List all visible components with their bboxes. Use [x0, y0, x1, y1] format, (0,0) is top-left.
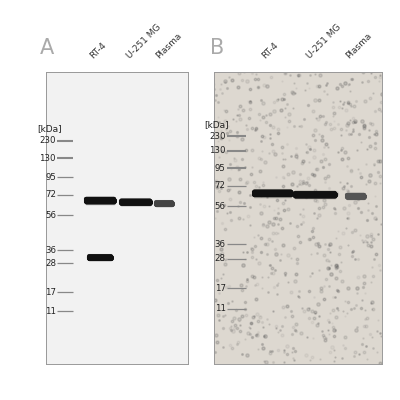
Text: 11: 11	[45, 307, 56, 316]
Text: 72: 72	[45, 190, 56, 199]
Text: Plasma: Plasma	[344, 31, 373, 60]
Text: [kDa]: [kDa]	[204, 120, 228, 129]
Text: 36: 36	[215, 240, 226, 249]
Text: 95: 95	[45, 173, 56, 182]
Text: 36: 36	[45, 246, 56, 255]
Text: U-251 MG: U-251 MG	[305, 22, 343, 60]
Text: 17: 17	[45, 288, 56, 297]
Text: RT-4: RT-4	[88, 40, 108, 60]
Text: U-251 MG: U-251 MG	[125, 22, 163, 60]
Text: A: A	[40, 38, 54, 58]
Text: 11: 11	[215, 304, 226, 313]
Text: 72: 72	[215, 181, 226, 190]
Text: 56: 56	[45, 210, 56, 220]
Text: 230: 230	[40, 136, 56, 145]
Text: 28: 28	[45, 259, 56, 268]
Text: Plasma: Plasma	[155, 31, 184, 60]
Text: 28: 28	[215, 254, 226, 263]
Text: RT-4: RT-4	[260, 40, 280, 60]
Text: [kDa]: [kDa]	[38, 124, 62, 134]
Text: B: B	[210, 38, 224, 58]
Text: 130: 130	[40, 154, 56, 163]
Text: 95: 95	[215, 164, 226, 173]
Text: 17: 17	[215, 284, 226, 292]
Text: 130: 130	[209, 146, 226, 155]
Text: 230: 230	[209, 132, 226, 141]
Text: 56: 56	[215, 202, 226, 211]
